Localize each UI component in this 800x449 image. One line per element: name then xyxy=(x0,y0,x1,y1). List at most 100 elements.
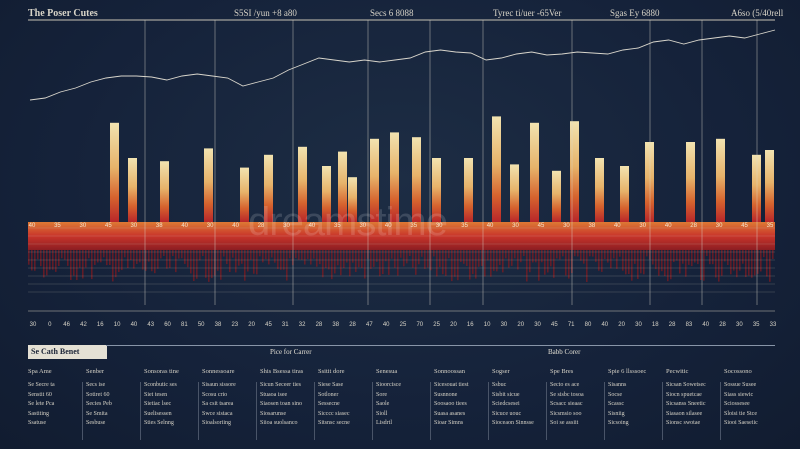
lower-bar xyxy=(382,250,384,275)
lower-bar xyxy=(262,250,264,263)
lower-bar xyxy=(169,250,171,268)
column-row: Secs ise xyxy=(86,382,106,388)
lower-bar xyxy=(289,250,291,259)
x-tick-label: 20 xyxy=(450,322,457,328)
band-tick-label: 45 xyxy=(538,223,545,229)
x-tick-label: 80 xyxy=(585,322,592,328)
lower-bar xyxy=(544,250,546,275)
lower-bar xyxy=(121,250,123,271)
panel-bar xyxy=(106,345,775,360)
column-row: Siooi Saeseiic xyxy=(724,420,758,426)
band-tick-label: 30 xyxy=(436,223,443,229)
lower-bar xyxy=(46,250,48,276)
column-separator xyxy=(662,382,663,440)
lower-bar xyxy=(343,250,345,269)
chart-bar xyxy=(338,151,347,222)
chart-bar xyxy=(552,170,561,222)
lower-bar xyxy=(637,250,639,279)
x-tick-label: 35 xyxy=(753,322,760,328)
background-bar xyxy=(672,176,676,222)
lower-bar xyxy=(259,250,261,257)
lower-bar xyxy=(568,250,570,279)
background-bars-layer xyxy=(28,167,775,282)
lower-bar xyxy=(427,250,429,268)
lower-bar xyxy=(676,250,678,261)
column-separator xyxy=(546,382,547,440)
lower-bar xyxy=(757,250,759,274)
lower-bar xyxy=(370,250,372,269)
lower-bar xyxy=(739,250,741,271)
background-bar xyxy=(148,184,152,222)
background-bar xyxy=(504,171,508,222)
x-tick-label: 38 xyxy=(215,322,222,328)
lower-bar xyxy=(223,250,225,257)
x-tick-label: 30 xyxy=(501,322,508,328)
page-title: The Poser Cutes xyxy=(28,8,98,19)
lower-bar xyxy=(100,250,102,263)
lower-bar xyxy=(397,250,399,276)
band-tick-label: 40 xyxy=(29,223,36,229)
lower-bar xyxy=(82,250,84,279)
lower-bar xyxy=(733,250,735,271)
tall-bars-layer xyxy=(110,116,774,222)
lower-bar xyxy=(106,250,108,266)
band-tick-label: 45 xyxy=(105,223,112,229)
background-bar xyxy=(608,197,612,222)
lower-bar xyxy=(157,250,159,269)
column-row: Scassc xyxy=(608,401,624,407)
column-row: Sessecne xyxy=(318,401,340,407)
lower-bar xyxy=(481,250,483,266)
background-bar xyxy=(448,167,452,222)
lower-bar xyxy=(478,250,480,267)
watermark-text: dreamstime xyxy=(248,200,448,244)
column-row: Sastiting xyxy=(28,410,50,417)
lower-bar xyxy=(442,250,444,275)
lower-bar xyxy=(388,250,390,275)
background-bar xyxy=(732,176,736,222)
column-row: Secto es ace xyxy=(550,382,580,388)
x-tick-label: 81 xyxy=(181,322,188,328)
lower-bar xyxy=(190,250,192,274)
lower-bar xyxy=(133,250,135,269)
band-tick-label: 30 xyxy=(80,223,87,229)
x-tick-label: 50 xyxy=(198,322,205,328)
lower-bar xyxy=(634,250,636,264)
column-header: Spe Bres xyxy=(550,368,574,375)
panel-tag[interactable]: Se Cath Benet xyxy=(28,345,107,359)
background-bar xyxy=(604,192,608,222)
lower-bar xyxy=(130,250,132,261)
lower-bar xyxy=(235,250,237,273)
x-tick-label: 28 xyxy=(719,322,726,328)
lower-bar xyxy=(490,250,492,277)
column-row: Sa csit tsarea xyxy=(202,401,234,407)
background-bar xyxy=(728,199,732,222)
lower-bar xyxy=(91,250,93,280)
band-tick-label: 30 xyxy=(207,223,214,229)
lower-bar xyxy=(745,250,747,278)
column-row: Siass siewic xyxy=(724,391,754,398)
background-bar xyxy=(72,181,76,222)
lower-bar xyxy=(178,250,180,259)
lower-bar xyxy=(484,250,486,277)
column-row: Sicesouat tiest xyxy=(434,382,469,388)
x-tick-label: 47 xyxy=(366,322,373,328)
lower-bar xyxy=(220,250,222,280)
band-tick-label: 30 xyxy=(563,223,570,229)
lower-bar xyxy=(670,250,672,280)
background-bar xyxy=(680,176,684,222)
band-tick-label: 30 xyxy=(359,223,366,229)
column-separator xyxy=(198,382,199,440)
lower-bar xyxy=(202,250,204,257)
lower-bar xyxy=(55,250,57,272)
column-row: Secies Peb xyxy=(86,401,112,407)
lower-bar xyxy=(409,250,411,257)
lower-bar xyxy=(241,250,243,264)
lower-bar xyxy=(613,250,615,259)
lower-bar xyxy=(619,250,621,257)
lower-bar xyxy=(415,250,417,275)
column-row: Siosarunse xyxy=(260,410,286,417)
lower-bar xyxy=(760,250,762,272)
column-row: Sicsmsio soo xyxy=(550,410,582,417)
lower-bar xyxy=(601,250,603,272)
column-separator xyxy=(720,382,721,440)
